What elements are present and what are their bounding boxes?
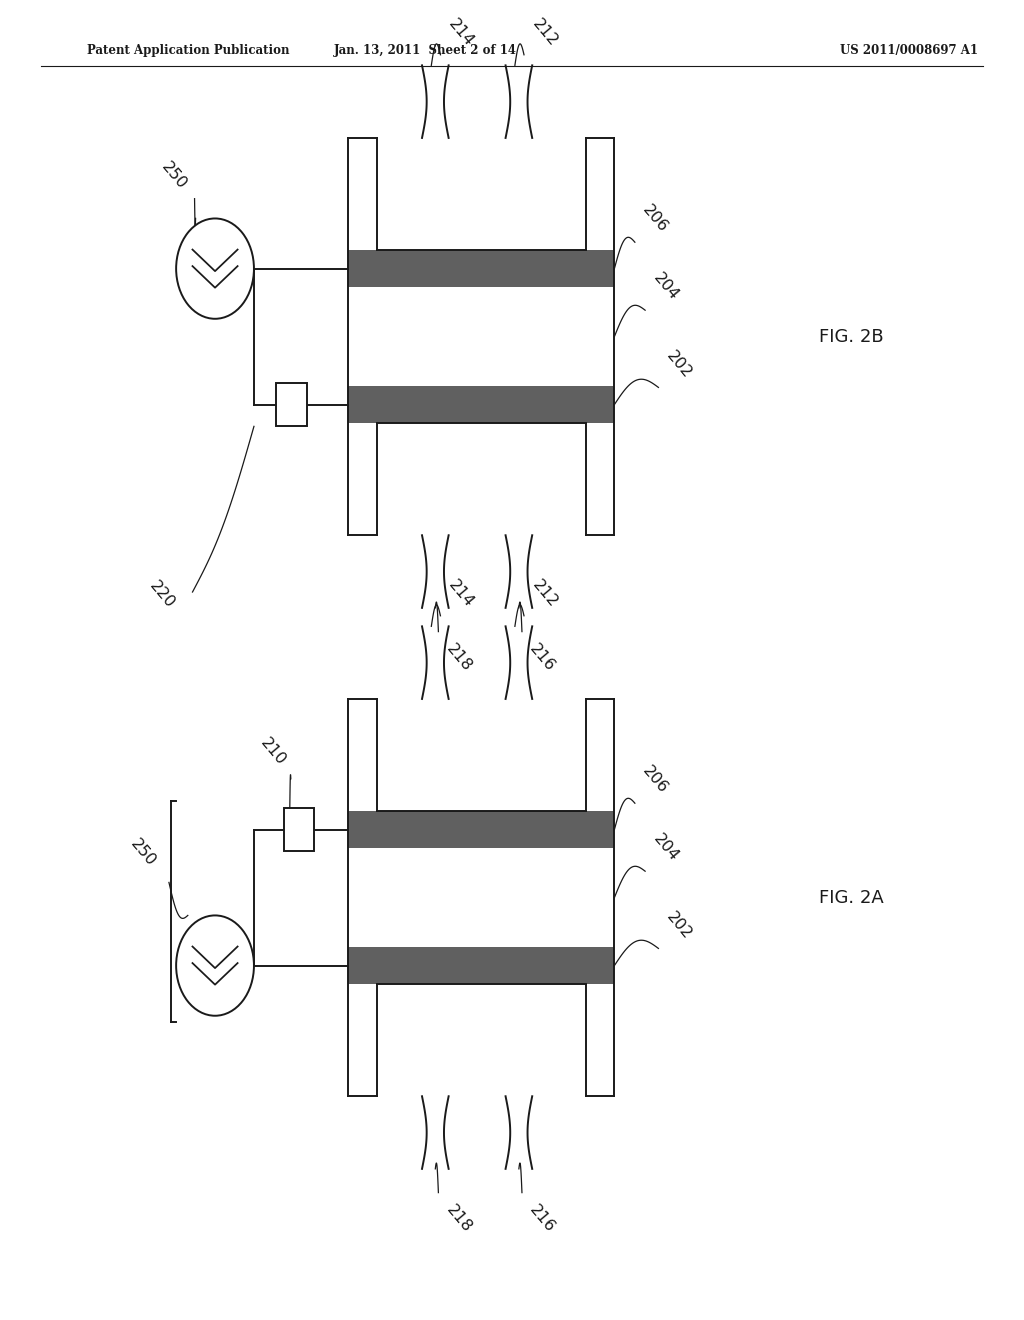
Bar [348,700,614,1096]
Text: 214: 214 [445,16,476,49]
Text: 216: 216 [527,1201,558,1236]
Circle shape [176,218,254,319]
Text: Jan. 13, 2011  Sheet 2 of 14: Jan. 13, 2011 Sheet 2 of 14 [334,44,516,57]
Bar [348,251,614,288]
Text: FIG. 2A: FIG. 2A [819,888,884,907]
Bar [276,383,307,426]
Text: 216: 216 [527,642,558,675]
Text: 212: 212 [529,16,560,49]
Text: Patent Application Publication: Patent Application Publication [87,44,290,57]
Text: 204: 204 [650,832,681,865]
Bar [284,808,314,851]
Text: 218: 218 [443,642,475,675]
Text: 250: 250 [128,837,159,869]
Text: FIG. 2B: FIG. 2B [819,327,884,346]
Text: 206: 206 [640,203,671,235]
Bar [348,948,614,985]
Bar [348,810,614,847]
Text: 206: 206 [640,764,671,796]
Text: 202: 202 [664,348,694,380]
Text: 214: 214 [445,577,476,610]
Text: 204: 204 [650,271,681,304]
Bar [348,385,614,422]
Circle shape [176,916,254,1016]
Text: US 2011/0008697 A1: US 2011/0008697 A1 [840,44,978,57]
Text: 210: 210 [258,735,289,768]
Text: 202: 202 [664,909,694,942]
Text: 220: 220 [146,578,177,611]
Text: 218: 218 [443,1201,475,1236]
Bar [348,139,614,536]
Text: 250: 250 [159,160,189,191]
Text: 212: 212 [529,577,560,610]
